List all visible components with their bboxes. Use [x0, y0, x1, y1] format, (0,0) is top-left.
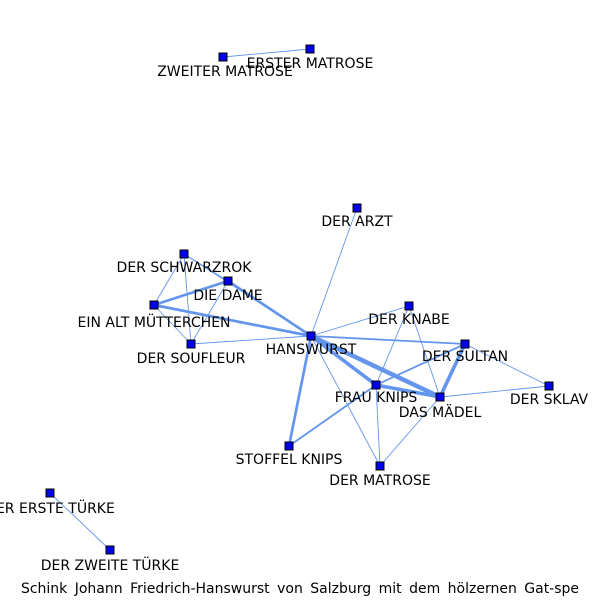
- node-label-der-matrose: DER MATROSE: [329, 473, 430, 489]
- node-der-schwarzrok: [179, 249, 189, 259]
- edge-der-sultan-der-sklav: [464, 343, 550, 387]
- edge-hanswurst-stoffel-knips: [287, 334, 313, 448]
- node-die-dame: [223, 276, 233, 286]
- edge-hanswurst-frau-knips: [309, 334, 378, 387]
- node-der-knabe: [404, 301, 414, 311]
- node-label-das-maedel: DAS MÄDEL: [399, 403, 482, 421]
- edge-hanswurst-das-maedel: [308, 333, 443, 400]
- node-label-der-soufleur: DER SOUFLEUR: [137, 351, 246, 367]
- edge-der-erste-tuerke-der-zweite-tuerke: [49, 492, 111, 551]
- edge-das-maedel-der-matrose: [379, 396, 441, 467]
- node-der-sklav: [544, 381, 554, 391]
- node-label-der-arzt: DER ARZT: [321, 214, 393, 230]
- node-layer: [45, 44, 554, 555]
- edge-der-knabe-frau-knips: [375, 305, 410, 386]
- node-stoffel-knips: [284, 441, 294, 451]
- node-label-der-knabe: DER KNABE: [368, 312, 449, 328]
- edge-ein-alt-muetterchen-hanswurst: [152, 303, 313, 338]
- edge-hanswurst-der-sultan: [310, 335, 466, 345]
- edge-zweiter-matrose-erster-matrose: [222, 48, 311, 58]
- node-hanswurst: [306, 331, 316, 341]
- edge-der-sultan-frau-knips: [375, 343, 466, 386]
- node-label-die-dame: DIE DAME: [193, 288, 262, 304]
- edge-hanswurst-der-knabe: [310, 305, 410, 337]
- node-label-stoffel-knips: STOFFEL KNIPS: [236, 452, 343, 468]
- node-label-der-schwarzrok: DER SCHWARZROK: [117, 260, 253, 276]
- edge-hanswurst-der-matrose: [310, 335, 381, 467]
- edge-die-dame-ein-alt-muetterchen: [152, 279, 230, 307]
- edge-das-maedel-der-sklav: [439, 385, 550, 398]
- edge-layer: [49, 48, 550, 551]
- footer-caption: Schink Johann Friedrich-Hanswurst von Sa…: [20, 581, 580, 597]
- edge-die-dame-der-soufleur: [190, 280, 229, 345]
- node-der-matrose: [375, 461, 385, 471]
- edge-frau-knips-stoffel-knips: [288, 384, 377, 447]
- footer-caption-strip: Schink Johann Friedrich-Hanswurst von Sa…: [0, 581, 600, 600]
- node-das-maedel: [435, 392, 445, 402]
- node-label-erster-matrose: ERSTER MATROSE: [247, 56, 374, 72]
- node-frau-knips: [371, 380, 381, 390]
- node-label-frau-knips: FRAU KNIPS: [335, 390, 418, 406]
- node-label-der-zweite-tuerke: DER ZWEITE TÜRKE: [41, 556, 180, 574]
- node-label-ein-alt-muetterchen: EIN ALT MÜTTERCHEN: [77, 313, 230, 331]
- node-label-der-sklav: DER SKLAV: [510, 392, 589, 408]
- node-label-der-erste-tuerke: DER ERSTE TÜRKE: [0, 499, 115, 517]
- node-der-sultan: [460, 339, 470, 349]
- node-label-hanswurst: HANSWURST: [266, 342, 357, 358]
- edge-der-soufleur-hanswurst: [190, 335, 312, 345]
- node-der-zweite-tuerke: [105, 545, 115, 555]
- edge-der-schwarzrok-ein-alt-muetterchen: [153, 253, 185, 306]
- node-zweiter-matrose: [218, 52, 228, 62]
- node-der-erste-tuerke: [45, 488, 55, 498]
- edge-die-dame-hanswurst: [226, 279, 313, 338]
- edge-der-knabe-das-maedel: [408, 305, 441, 398]
- edge-frau-knips-das-maedel: [374, 383, 442, 399]
- node-label-der-sultan: DER SULTAN: [422, 349, 508, 365]
- edge-der-schwarzrok-der-soufleur: [183, 253, 192, 345]
- edge-der-sultan-das-maedel: [438, 342, 467, 399]
- node-erster-matrose: [305, 44, 315, 54]
- edge-ein-alt-muetterchen-der-soufleur: [153, 304, 192, 345]
- node-label-zweiter-matrose: ZWEITER MATROSE: [157, 64, 293, 80]
- edge-frau-knips-der-matrose: [375, 384, 381, 467]
- edge-der-arzt-hanswurst: [310, 207, 358, 337]
- node-der-arzt: [352, 203, 362, 213]
- node-der-soufleur: [186, 339, 196, 349]
- node-ein-alt-muetterchen: [149, 300, 159, 310]
